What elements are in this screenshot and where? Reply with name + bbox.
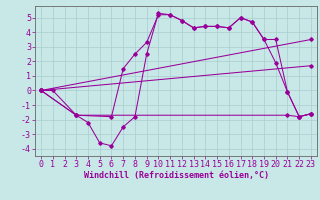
X-axis label: Windchill (Refroidissement éolien,°C): Windchill (Refroidissement éolien,°C) <box>84 171 268 180</box>
